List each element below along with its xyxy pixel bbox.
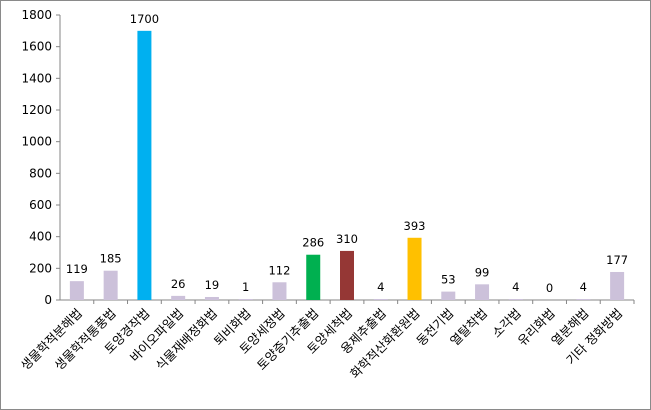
- data-labels: 119 185 1700 26 19 1 112 286 310 4 393 53 99 4 0 4 177: [66, 12, 628, 295]
- y-tick-labels: 0 200 400 600 800 1000 1200 1400 1600 1800: [21, 8, 52, 307]
- y-tick-label: 0: [44, 293, 52, 307]
- bar: [238, 299, 253, 300]
- bar: [576, 299, 591, 300]
- bar: [508, 299, 523, 300]
- data-label: 286: [302, 236, 324, 250]
- chart-bars: [69, 30, 625, 301]
- data-label: 53: [441, 273, 456, 287]
- data-label: 112: [268, 263, 290, 277]
- data-label: 4: [377, 280, 384, 294]
- bar: [69, 281, 84, 300]
- data-label: 393: [404, 219, 426, 233]
- y-tick-label: 1400: [21, 71, 52, 85]
- y-tick-label: 600: [29, 198, 52, 212]
- bar: [610, 271, 625, 300]
- data-label: 1: [242, 280, 249, 294]
- bar: [103, 270, 118, 300]
- y-tick-label: 1800: [21, 8, 52, 22]
- bar: [407, 237, 422, 300]
- bar: [171, 295, 186, 300]
- data-label: 4: [580, 280, 587, 294]
- bar: [441, 291, 456, 300]
- data-label: 26: [171, 277, 186, 291]
- data-label: 99: [475, 265, 490, 279]
- bar: [475, 284, 490, 300]
- y-tick-label: 1600: [21, 40, 52, 54]
- y-tick-label: 1200: [21, 103, 52, 117]
- data-label: 0: [546, 281, 553, 295]
- data-label: 1700: [130, 12, 159, 26]
- data-label: 310: [336, 232, 358, 246]
- data-label: 177: [606, 253, 628, 267]
- bar: [306, 254, 321, 300]
- data-label: 19: [205, 278, 220, 292]
- bar: [340, 250, 354, 300]
- x-tick-label: 열탈착법: [447, 306, 490, 349]
- bar: [272, 282, 287, 300]
- y-tick-label: 400: [29, 230, 52, 244]
- data-label: 185: [100, 252, 122, 266]
- x-tick-labels: 생물학적분해법생물학적통풍법토양경작법바이오파일법식물재배정화법퇴비화법토양세정…: [17, 306, 625, 382]
- y-tick-label: 800: [29, 166, 52, 180]
- bar: [137, 30, 152, 301]
- bar: [373, 299, 388, 300]
- data-label: 4: [512, 280, 519, 294]
- bar: [204, 296, 219, 300]
- y-tick-label: 200: [29, 261, 52, 275]
- data-label: 119: [66, 262, 88, 276]
- y-tick-label: 1000: [21, 135, 52, 149]
